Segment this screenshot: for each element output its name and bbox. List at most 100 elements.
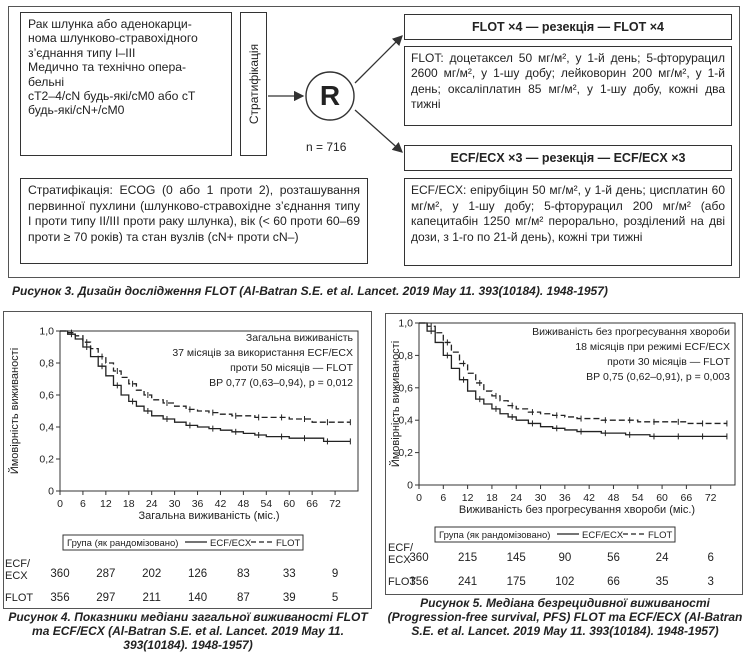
at-risk-count: 145 (507, 552, 526, 564)
x-tick-label: 6 (80, 498, 86, 510)
y-tick-label: 0,4 (398, 415, 413, 427)
at-risk-count: 297 (96, 592, 115, 604)
legend-entry: ECF/ECX (210, 538, 252, 549)
y-tick-label: 0,2 (39, 454, 54, 466)
at-risk-count: 56 (607, 552, 620, 564)
flot-regimen-box: FLOT: доцетаксел 50 мг/м², у 1-й день; 5… (404, 46, 732, 126)
y-axis-label: Ймовірність виживаності (389, 341, 402, 467)
at-risk-count: 6 (707, 552, 713, 564)
x-tick-label: 18 (123, 498, 135, 510)
at-risk-label: FLOT (5, 592, 33, 604)
x-tick-label: 6 (440, 492, 446, 504)
overall-survival-chart: 0 0,2 0,4 0,6 0,8 1,0 0 6 12 18 24 30 36 42 48 54 60 66 72… (5, 326, 359, 604)
x-tick-label: 0 (57, 498, 63, 510)
pfs-chart: 00,20,40,60,81,00 6 12 18 24 30 36 42 48 54 60 66 72… (388, 318, 736, 588)
x-tick-label: 66 (681, 492, 693, 504)
at-risk-label: FLOT (388, 576, 416, 588)
annotation-line: 37 місяців за використання ECF/ECX (172, 347, 353, 359)
ecf-regimen-text: ECF/ECX: епірубіцин 50 мг/м², у 1-й день… (411, 183, 725, 244)
annotation-line: Загальна виживаність (246, 332, 354, 344)
y-tick-label: 0,6 (39, 390, 54, 402)
plot-area (59, 330, 359, 492)
at-risk-label: ECF/ (388, 542, 414, 554)
x-tick-label: 0 (416, 492, 422, 504)
x-tick-label: 42 (215, 498, 227, 510)
at-risk-count: 87 (237, 592, 250, 604)
randomization-r: R (319, 80, 341, 111)
flot-title-box: FLOT ×4 — резекція — FLOT ×4 (404, 14, 732, 40)
x-tick-label: 12 (100, 498, 112, 510)
design-arrows (268, 35, 403, 153)
x-tick-label: 60 (656, 492, 668, 504)
at-risk-label: ECF/ (5, 558, 31, 570)
population-box: Рак шлунка або аденокарци- нома шлунково… (20, 12, 232, 156)
series-line-flot (419, 322, 727, 425)
y-tick-label: 0,8 (39, 358, 54, 370)
at-risk-count: 90 (558, 552, 571, 564)
stratification-box: Стратифікація: ECOG (0 або 1 проти 2), р… (20, 178, 368, 264)
y-tick-label: 1,0 (398, 318, 413, 330)
at-risk-count: 126 (188, 568, 207, 580)
at-risk-count: 356 (409, 576, 428, 588)
at-risk-count: 3 (707, 576, 713, 588)
legend-title: Група (як рандомізовано) (439, 530, 550, 541)
at-risk-count: 39 (283, 592, 296, 604)
at-risk-count: 360 (50, 568, 69, 580)
ecf-title: ECF/ECX ×3 — резекція — ECF/ECX ×3 (450, 151, 686, 165)
annotation-line: Виживаність без прогресування хвороби (532, 326, 730, 338)
stratification-label-box: Стратифікація (240, 12, 267, 156)
x-tick-label: 60 (283, 498, 295, 510)
x-tick-label: 12 (462, 492, 474, 504)
at-risk-count: 102 (555, 576, 574, 588)
at-risk-count: 33 (283, 568, 296, 580)
x-tick-label: 72 (329, 498, 341, 510)
flot-regimen-text: FLOT: доцетаксел 50 мг/м², у 1-й день; 5… (411, 51, 725, 111)
annotation-line: ВР 0,77 (0,63–0,94), p = 0,012 (209, 377, 353, 389)
x-tick-label: 48 (238, 498, 250, 510)
x-tick-label: 36 (192, 498, 204, 510)
at-risk-count: 35 (656, 576, 669, 588)
x-tick-label: 48 (608, 492, 620, 504)
at-risk-count: 5 (332, 592, 338, 604)
legend-entry: FLOT (276, 538, 300, 549)
at-risk-count: 202 (142, 568, 161, 580)
x-tick-label: 42 (583, 492, 595, 504)
legend-box (434, 526, 676, 543)
x-tick-label: 72 (705, 492, 717, 504)
y-tick-label: 0,4 (39, 422, 54, 434)
figure5-caption: Рисунок 5. Медіана безрецидивної виживан… (387, 596, 743, 638)
at-risk-count: 175 (507, 576, 526, 588)
at-risk-count: 66 (607, 576, 620, 588)
at-risk-count: 140 (188, 592, 207, 604)
figure4-caption: Рисунок 4. Показники медіани загальної в… (8, 610, 368, 652)
annotation-line: проти 50 місяців — FLOT (230, 362, 353, 374)
stratification-text: Стратифікація: ECOG (0 або 1 проти 2), р… (28, 183, 360, 244)
x-tick-label: 30 (169, 498, 181, 510)
annotation-line: ВР 0,75 (0,62–0,91), p = 0,003 (586, 371, 730, 383)
x-tick-label: 66 (306, 498, 318, 510)
at-risk-count: 360 (409, 552, 428, 564)
annotation-line: проти 30 місяців — FLOT (607, 356, 730, 368)
legend-title: Група (як рандомізовано) (67, 538, 178, 549)
at-risk-count: 211 (143, 592, 161, 604)
plot-area (418, 322, 736, 486)
legend-box (62, 534, 304, 551)
at-risk-count: 9 (332, 568, 338, 580)
series-line-ecf-ecx (419, 322, 727, 438)
at-risk-count: 241 (458, 576, 477, 588)
figure5-frame (385, 313, 743, 595)
x-tick-label: 24 (146, 498, 158, 510)
y-tick-label: 0,6 (398, 382, 413, 394)
x-tick-label: 54 (632, 492, 644, 504)
x-axis-label: Загальна виживаність (міс.) (138, 510, 279, 522)
at-risk-count: 24 (656, 552, 669, 564)
annotation-line: 18 місяців при режимі ECF/ECX (575, 341, 730, 353)
y-tick-label: 0,2 (398, 447, 413, 459)
y-tick-label: 0,8 (398, 350, 413, 362)
x-tick-label: 30 (535, 492, 547, 504)
randomization-circle (305, 71, 355, 121)
flot-title: FLOT ×4 — резекція — FLOT ×4 (472, 20, 664, 34)
y-tick-label: 0 (407, 480, 413, 492)
population-text: Рак шлунка або аденокарци- нома шлунково… (28, 17, 198, 118)
at-risk-count: 287 (96, 568, 115, 580)
